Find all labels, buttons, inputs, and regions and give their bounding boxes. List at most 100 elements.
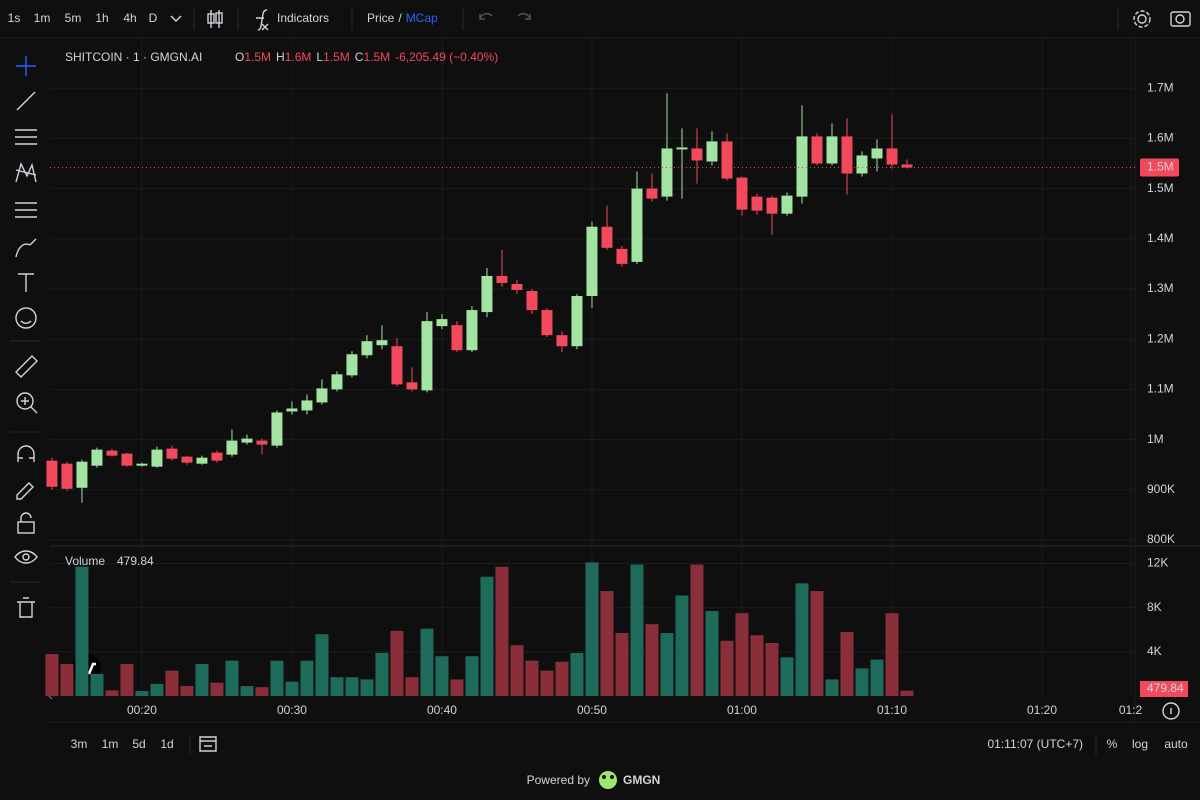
candle-body <box>121 453 133 466</box>
volume-bar <box>840 631 854 696</box>
volume-bar <box>600 591 614 696</box>
volume-bar <box>645 624 659 696</box>
candle-body <box>736 177 748 210</box>
volume-bar <box>570 652 584 696</box>
axis-settings-button[interactable] <box>1162 702 1180 720</box>
x-tick-label: 00:40 <box>427 703 457 717</box>
mcap-option[interactable]: MCap <box>406 11 438 25</box>
redo-button[interactable] <box>517 13 531 20</box>
volume-bar <box>675 595 689 696</box>
candle-body <box>601 226 613 248</box>
powered-by: Powered by <box>527 773 590 787</box>
volume-bar <box>105 690 119 696</box>
volume-bar <box>735 613 749 696</box>
settings-button[interactable] <box>1133 10 1151 28</box>
candle-body <box>646 188 658 199</box>
ohlc-legend: O1.5M H1.6M L1.5M C1.5M -6,205.49 (−0.40%) <box>235 50 498 64</box>
brush-tool[interactable] <box>15 238 37 258</box>
volume-bar <box>510 645 524 696</box>
chart-type-button[interactable] <box>207 10 223 28</box>
change: -6,205.49 (−0.40%) <box>395 50 498 64</box>
screenshot-button[interactable] <box>1170 11 1191 27</box>
fib-tool[interactable] <box>15 129 37 145</box>
crosshair-tool[interactable] <box>16 56 36 76</box>
volume-bar <box>90 673 104 696</box>
candle-body <box>301 400 313 411</box>
x-tick-label: 01:10 <box>877 703 907 717</box>
y-tick-label: 1.1M <box>1147 382 1174 396</box>
projection-tool[interactable] <box>15 202 37 218</box>
candle-body <box>406 382 418 390</box>
trend-line-tool[interactable] <box>16 91 36 111</box>
last-price-box <box>1140 158 1179 177</box>
volume-bar <box>615 633 629 696</box>
volume-bar <box>255 687 269 696</box>
candle-body <box>106 450 118 456</box>
x-tick-label: 00:50 <box>577 703 607 717</box>
candle-body <box>211 452 223 461</box>
undo-button[interactable] <box>479 13 493 20</box>
price-mcap-toggle[interactable]: Price / MCap <box>367 11 438 25</box>
y-tick-label: 1.5M <box>1147 181 1174 195</box>
auto-toggle[interactable]: auto <box>1164 737 1188 751</box>
candle-body <box>661 148 673 197</box>
ohlc-key: C <box>355 50 364 64</box>
volume-bar <box>660 633 674 696</box>
log-toggle[interactable]: log <box>1132 737 1148 751</box>
candle-body <box>346 354 358 376</box>
candle-body <box>46 460 58 487</box>
range-button[interactable]: 1d <box>160 737 173 751</box>
interval-button[interactable]: D <box>149 11 158 25</box>
candle-body <box>361 341 373 356</box>
range-button[interactable]: 1m <box>102 737 119 751</box>
candle-body <box>451 325 463 351</box>
candle-body <box>526 290 538 311</box>
candle-body <box>481 275 493 313</box>
interval-button[interactable]: 1h <box>95 11 108 25</box>
interval-dropdown[interactable] <box>170 15 182 22</box>
candle-body <box>541 310 553 336</box>
indicators-icon[interactable] <box>256 9 269 31</box>
lock-drawing-tool[interactable] <box>16 482 34 500</box>
price-option[interactable]: Price <box>367 11 395 25</box>
remove-tool[interactable] <box>17 597 35 618</box>
ruler-tool[interactable] <box>15 355 38 378</box>
range-button[interactable]: 5d <box>132 737 145 751</box>
visibility-tool[interactable] <box>14 550 38 564</box>
candle-body <box>376 340 388 346</box>
candle-body <box>511 283 523 290</box>
zoom-tool[interactable] <box>16 392 38 414</box>
volume-bar <box>150 683 164 696</box>
indicators-button[interactable]: Indicators <box>277 11 329 25</box>
volume-bar <box>285 681 299 696</box>
volume-bar <box>60 663 74 696</box>
lock-tool[interactable] <box>17 512 35 534</box>
x-tick-label: 01:20 <box>1027 703 1057 717</box>
emoji-tool[interactable] <box>15 307 37 329</box>
candle-body <box>811 136 823 164</box>
clock[interactable]: 01:11:07 (UTC+7) <box>988 737 1084 751</box>
magnet-tool[interactable] <box>17 445 35 462</box>
range-button[interactable]: 3m <box>71 737 88 751</box>
volume-bar <box>45 654 59 696</box>
date-range-button[interactable] <box>199 736 217 752</box>
candle-body <box>676 147 688 150</box>
volume-bar <box>300 660 314 696</box>
volume-bar <box>780 657 794 696</box>
candle-body <box>571 296 583 347</box>
volume-bar <box>480 576 494 696</box>
interval-button[interactable]: 1s <box>8 11 21 25</box>
last-volume-label: 479.84 <box>1147 681 1184 695</box>
candle-body <box>421 321 433 391</box>
candle-body <box>631 188 643 262</box>
pattern-tool[interactable] <box>15 162 37 183</box>
interval-button[interactable]: 5m <box>65 11 82 25</box>
percent-toggle[interactable]: % <box>1107 737 1118 751</box>
interval-button[interactable]: 1m <box>34 11 51 25</box>
text-tool[interactable] <box>18 273 34 292</box>
volume-bar <box>630 564 644 696</box>
y-tick-label: 1.3M <box>1147 281 1174 295</box>
interval-button[interactable]: 4h <box>123 11 136 25</box>
